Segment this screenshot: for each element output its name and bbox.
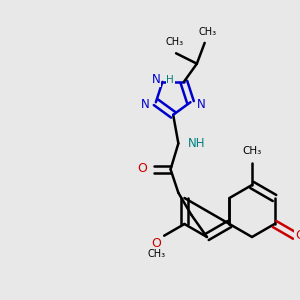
Text: N: N: [152, 74, 161, 86]
Text: CH₃: CH₃: [147, 249, 165, 259]
Text: CH₃: CH₃: [242, 146, 262, 156]
Text: H: H: [167, 75, 174, 85]
Text: NH: NH: [188, 137, 206, 150]
Text: N: N: [141, 98, 150, 111]
Text: O: O: [151, 237, 161, 250]
Text: N: N: [196, 98, 205, 111]
Text: CH₃: CH₃: [199, 27, 217, 37]
Text: O: O: [295, 229, 300, 242]
Text: CH₃: CH₃: [165, 37, 183, 47]
Text: O: O: [137, 162, 147, 175]
